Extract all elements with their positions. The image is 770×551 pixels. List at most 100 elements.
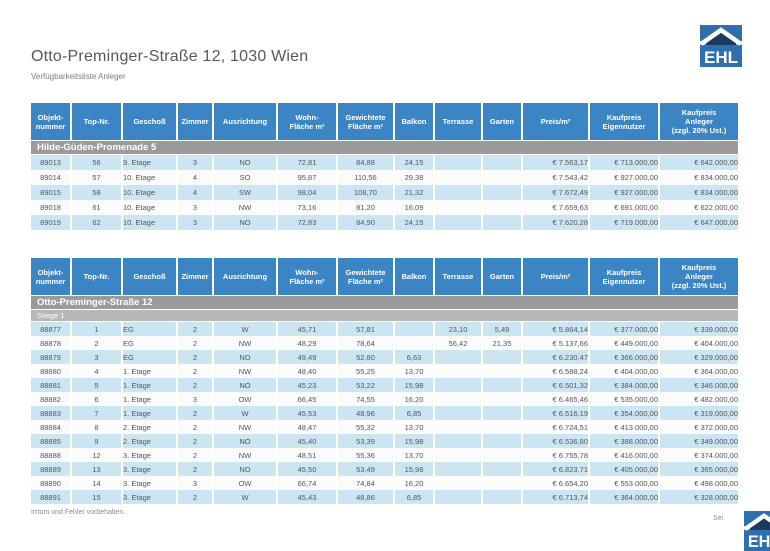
- table-cell: € 346.000,00: [660, 378, 738, 392]
- table-cell: [435, 462, 483, 476]
- table-cell: [435, 364, 483, 378]
- table-cell: 57,81: [338, 322, 395, 336]
- table-cell: 52,80: [338, 350, 395, 364]
- table-row: 88891 15 3. Etage 2 W 45,43 48,86 6,85 € 6.713,7…: [31, 490, 738, 504]
- table-cell: 2: [178, 406, 214, 420]
- table-cell: 88885: [31, 434, 72, 448]
- table-cell: [435, 185, 483, 200]
- table-cell: [435, 170, 483, 185]
- table-cell: 15,98: [395, 462, 435, 476]
- table-cell: NW: [214, 336, 278, 350]
- table-cell: [483, 364, 523, 378]
- table-header: Objekt- nummer Top-Nr. Geschoß Zimmer Au…: [31, 103, 738, 141]
- table-cell: 89018: [31, 200, 72, 215]
- table-cell: € 329.000,00: [660, 350, 738, 364]
- table-cell: 15: [72, 490, 123, 504]
- table-cell: 2: [178, 378, 214, 392]
- table-cell: 45,23: [278, 378, 338, 392]
- table-row: 88878 2 EG 2 NW 48,29 78,64 56,42 21,35 € 5.137,6…: [31, 336, 738, 350]
- table-cell: 110,56: [338, 170, 395, 185]
- page-title: Otto-Preminger-Straße 12, 1030 Wien: [31, 48, 309, 65]
- table-cell: [483, 462, 523, 476]
- table-cell: € 6.713,74: [523, 490, 590, 504]
- table-cell: [483, 185, 523, 200]
- table-cell: € 642.000,00: [660, 155, 738, 170]
- table-cell: 6,85: [395, 490, 435, 504]
- table-cell: € 927.000,00: [590, 185, 660, 200]
- availability-table-otto-preminger: Objekt- nummer Top-Nr. Geschoß Zimmer Au…: [31, 258, 738, 504]
- col-objektnummer: Objekt- nummer: [31, 258, 72, 296]
- table-cell: € 482.000,00: [660, 392, 738, 406]
- table-cell: 3: [178, 476, 214, 490]
- table-cell: 21,32: [395, 185, 435, 200]
- table-cell: 2: [178, 364, 214, 378]
- table-cell: 13,70: [395, 364, 435, 378]
- section-header-hilde-gueden: Hilde-Güden-Promenade 5: [31, 141, 738, 155]
- table-cell: 3. Etage: [123, 462, 178, 476]
- table-cell: [483, 420, 523, 434]
- table-cell: 16,20: [395, 476, 435, 490]
- table-row: 89018 61 10. Etage 3 NW 73,16 81,20 16,09 € 7.65…: [31, 200, 738, 215]
- col-zimmer: Zimmer: [178, 103, 214, 141]
- table-cell: 55,25: [338, 364, 395, 378]
- col-kaufpreis-eigennutzer: Kaufpreis Eigennutzer: [590, 258, 660, 296]
- table-cell: € 6.465,46: [523, 392, 590, 406]
- col-ausrichtung: Ausrichtung: [214, 103, 278, 141]
- table-cell: 89019: [31, 215, 72, 230]
- table-cell: € 404.000,00: [590, 364, 660, 378]
- table-cell: [435, 476, 483, 490]
- table-cell: [483, 476, 523, 490]
- table-cell: 53,49: [338, 462, 395, 476]
- table-cell: 6: [72, 392, 123, 406]
- table-cell: 9: [72, 434, 123, 448]
- page-number-text: Sei: [713, 515, 724, 522]
- table-cell: 56,42: [435, 336, 483, 350]
- table-header: Objekt- nummer Top-Nr. Geschoß Zimmer Au…: [31, 258, 738, 296]
- table-cell: 98,04: [278, 185, 338, 200]
- table-cell: 88882: [31, 392, 72, 406]
- table-cell: [483, 170, 523, 185]
- table-cell: 74,84: [338, 476, 395, 490]
- table-cell: [483, 490, 523, 504]
- table-cell: 48,86: [338, 490, 395, 504]
- table-cell: € 691.000,00: [590, 200, 660, 215]
- table-body: 89013 56 9. Etage 3 NO 72,81 84,88 24,15 € 7.563…: [31, 155, 738, 230]
- table-cell: 66,45: [278, 392, 338, 406]
- ehl-logo-icon-bottom: EHL: [744, 511, 770, 551]
- table-cell: 48,40: [278, 364, 338, 378]
- table-cell: 56: [72, 155, 123, 170]
- table-cell: SW: [214, 185, 278, 200]
- table-cell: 88883: [31, 406, 72, 420]
- table-cell: 89013: [31, 155, 72, 170]
- table-cell: € 449.000,00: [590, 336, 660, 350]
- col-top-nr: Top-Nr.: [72, 258, 123, 296]
- ehl-logo-icon: EHL: [700, 25, 742, 67]
- table-cell: € 6.755,78: [523, 448, 590, 462]
- table-cell: € 328.000,00: [660, 490, 738, 504]
- table-cell: [483, 155, 523, 170]
- table-cell: 58: [72, 185, 123, 200]
- table-body: 88877 1 EG 2 W 45,71 57,81 23,10 5,49 € 5.864,14 €…: [31, 322, 738, 504]
- table-cell: [435, 215, 483, 230]
- table-cell: 3: [178, 200, 214, 215]
- table-cell: W: [214, 406, 278, 420]
- table-cell: 4: [178, 185, 214, 200]
- table-cell: 89015: [31, 185, 72, 200]
- table-cell: 8: [72, 420, 123, 434]
- table-cell: 29,38: [395, 170, 435, 185]
- table-cell: 10. Etage: [123, 200, 178, 215]
- table-cell: € 6.516,19: [523, 406, 590, 420]
- table-cell: 66,74: [278, 476, 338, 490]
- table-cell: NW: [214, 364, 278, 378]
- col-ausrichtung: Ausrichtung: [214, 258, 278, 296]
- col-balkon: Balkon: [395, 103, 435, 141]
- table-row: 88879 3 EG 2 NO 49,49 52,80 6,63 € 6.230,47 € 366…: [31, 350, 738, 364]
- table-cell: € 7.543,42: [523, 170, 590, 185]
- col-gewichtete-flaeche: Gewichtete Fläche m²: [338, 103, 395, 141]
- table-cell: NW: [214, 420, 278, 434]
- table-cell: 10. Etage: [123, 185, 178, 200]
- table-cell: € 6.501,32: [523, 378, 590, 392]
- table-cell: € 354.000,00: [590, 406, 660, 420]
- table-cell: € 364.000,00: [590, 490, 660, 504]
